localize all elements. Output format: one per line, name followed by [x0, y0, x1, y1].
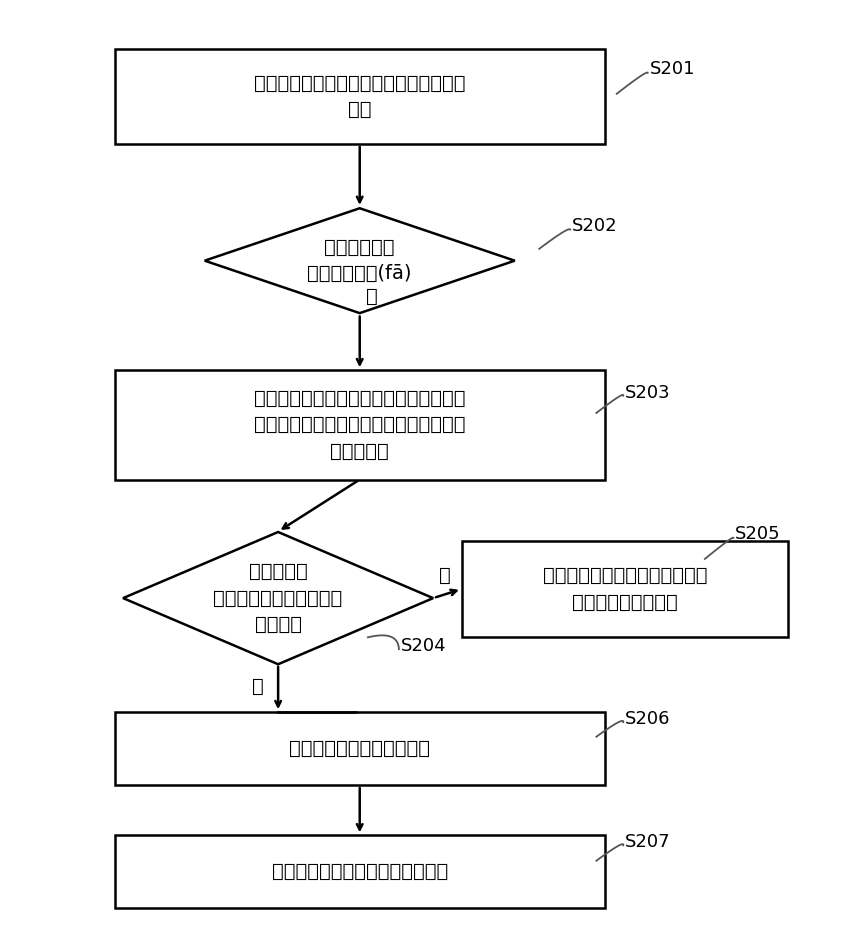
Polygon shape: [205, 208, 515, 314]
Text: 是: 是: [439, 565, 451, 584]
Text: 判斷接近開關
的是否被觸發(fā): 判斷接近開關 的是否被觸發(fā): [308, 238, 412, 283]
Bar: [462, 542, 788, 637]
Text: 否: 否: [252, 677, 264, 696]
Text: S201: S201: [649, 60, 695, 78]
Text: 對所述角度誤差值進行修正: 對所述角度誤差值進行修正: [289, 739, 430, 758]
Text: S207: S207: [625, 832, 671, 850]
Text: 將所述偏航角度采集器采集的角度值與機
艙旋轉全周對應的角度值進行比較，獲得
角度誤差值: 將所述偏航角度采集器采集的角度值與機 艙旋轉全周對應的角度值進行比較，獲得 角度…: [254, 389, 466, 461]
Text: S205: S205: [735, 525, 780, 543]
Text: 是: 是: [366, 287, 378, 306]
Text: S204: S204: [400, 637, 446, 656]
Text: S202: S202: [572, 217, 617, 235]
Text: 控制偏航角度采集器對機艙位置角度進行
采集: 控制偏航角度采集器對機艙位置角度進行 采集: [254, 74, 466, 120]
Bar: [115, 370, 604, 480]
Text: 判定出所述接近開關或所述偏航
角度采集器出現故障: 判定出所述接近開關或所述偏航 角度采集器出現故障: [542, 566, 707, 612]
Polygon shape: [123, 532, 434, 664]
Text: 獲得所述修正后機艙位置的測量值: 獲得所述修正后機艙位置的測量值: [272, 863, 448, 882]
Text: S206: S206: [625, 710, 671, 728]
Bar: [115, 835, 604, 908]
Bar: [115, 48, 604, 144]
Bar: [115, 712, 604, 785]
Text: S203: S203: [625, 384, 671, 402]
Text: 判斷所述角
度誤差值是否大于等于預
設角度值: 判斷所述角 度誤差值是否大于等于預 設角度值: [213, 562, 343, 634]
